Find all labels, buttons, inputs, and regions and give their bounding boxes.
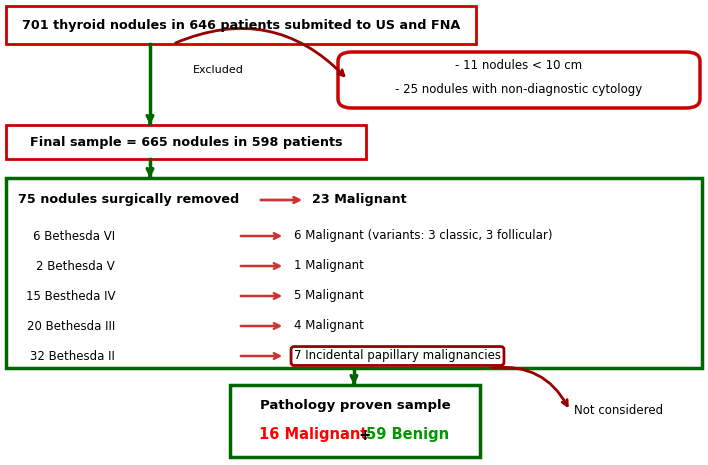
Text: 701 thyroid nodules in 646 patients submited to US and FNA: 701 thyroid nodules in 646 patients subm… [22, 19, 460, 32]
Text: 2 Bethesda V: 2 Bethesda V [36, 259, 115, 272]
FancyBboxPatch shape [338, 52, 700, 108]
Text: 16 Malignant: 16 Malignant [258, 427, 367, 443]
Text: 4 Malignant: 4 Malignant [294, 319, 364, 332]
Text: Pathology proven sample: Pathology proven sample [260, 399, 450, 412]
Text: - 25 nodules with non-diagnostic cytology: - 25 nodules with non-diagnostic cytolog… [395, 84, 643, 97]
Text: Not considered: Not considered [574, 405, 663, 418]
Text: 32 Bethesda II: 32 Bethesda II [30, 350, 115, 363]
Text: 6 Malignant (variants: 3 classic, 3 follicular): 6 Malignant (variants: 3 classic, 3 foll… [294, 230, 552, 243]
Text: 20 Bethesda III: 20 Bethesda III [27, 319, 115, 332]
Text: 23 Malignant: 23 Malignant [312, 193, 406, 206]
Text: 5 Malignant: 5 Malignant [294, 290, 364, 303]
Text: 75 nodules surgically removed: 75 nodules surgically removed [18, 193, 239, 206]
Text: 15 Bestheda IV: 15 Bestheda IV [25, 290, 115, 303]
FancyBboxPatch shape [230, 385, 480, 457]
Text: 7 Incidental papillary malignancies: 7 Incidental papillary malignancies [294, 350, 501, 363]
Text: - 11 nodules < 10 cm: - 11 nodules < 10 cm [455, 60, 583, 73]
Text: 59 Benign: 59 Benign [366, 427, 449, 443]
FancyBboxPatch shape [6, 6, 476, 44]
Text: 6 Bethesda VI: 6 Bethesda VI [33, 230, 115, 243]
FancyBboxPatch shape [6, 178, 702, 368]
Text: +: + [354, 427, 377, 443]
Text: Final sample = 665 nodules in 598 patients: Final sample = 665 nodules in 598 patien… [30, 135, 342, 148]
Text: Excluded: Excluded [193, 65, 244, 75]
FancyBboxPatch shape [6, 125, 366, 159]
Text: 1 Malignant: 1 Malignant [294, 259, 364, 272]
